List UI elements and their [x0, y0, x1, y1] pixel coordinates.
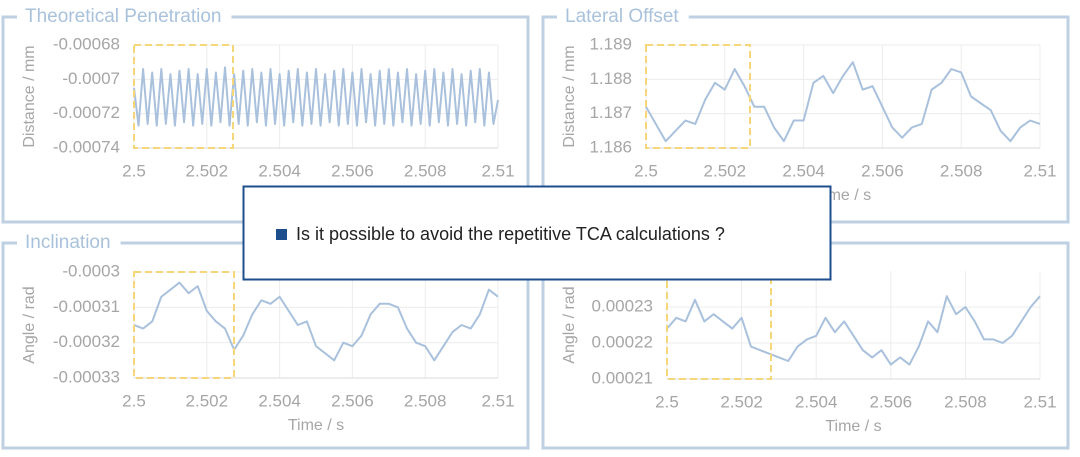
- highlight-box: [666, 270, 772, 380]
- chart-panel: Theoretical Penetration 2.5 2.502 2.504 2.50…: [1, 6, 530, 224]
- chart-panel: 2.5 2.502 2.504 2.506 2.508 2.51 0.00023 0.0002…: [541, 241, 1070, 450]
- callout-box: [242, 185, 832, 281]
- x-tick-label: 2.502: [704, 161, 747, 180]
- y-tick-label: -0.00031: [53, 297, 120, 316]
- y-axis-label: Distance / mm: [561, 45, 578, 147]
- y-tick-label: 1.188: [589, 69, 632, 88]
- highlight-box: [133, 271, 235, 379]
- y-axis-label: Angle / rad: [561, 286, 578, 363]
- data-line: [133, 66, 499, 127]
- x-tick-label: 2.5: [122, 391, 146, 410]
- x-tick-label: 2.502: [186, 391, 229, 410]
- y-tick-label: -0.00032: [53, 332, 120, 351]
- y-tick-label: -0.00074: [53, 137, 120, 156]
- x-tick-label: 2.506: [870, 392, 913, 411]
- x-tick-label: 2.504: [795, 392, 838, 411]
- panel-title: Inclination: [25, 232, 111, 253]
- x-tick-label: 2.502: [720, 392, 763, 411]
- data-line: [133, 281, 499, 362]
- x-tick-label: 2.502: [186, 161, 229, 180]
- x-tick-label: 2.508: [940, 161, 983, 180]
- x-tick-label: 2.51: [1023, 392, 1056, 411]
- y-tick-label: 1.187: [589, 103, 632, 122]
- panel-title: Theoretical Penetration: [25, 6, 221, 27]
- y-tick-label: -0.00033: [53, 367, 120, 386]
- y-tick-label: 1.186: [589, 137, 632, 156]
- x-tick-label: 2.504: [258, 391, 301, 410]
- title-bg: [17, 7, 232, 27]
- y-tick-label: 0.00022: [592, 332, 653, 351]
- x-tick-label: 2.506: [861, 161, 904, 180]
- title-bg: [557, 7, 689, 27]
- y-tick-label: -0.0003: [62, 261, 120, 280]
- y-tick-label: -0.00072: [53, 103, 120, 122]
- x-tick-label: 2.508: [404, 391, 447, 410]
- y-tick-label: -0.00068: [53, 34, 120, 53]
- x-tick-label: 2.51: [1023, 161, 1056, 180]
- x-tick-label: 2.506: [331, 161, 374, 180]
- x-axis-label: Time / s: [288, 417, 344, 434]
- y-tick-label: 0.00023: [592, 296, 653, 315]
- y-tick-label: -0.0007: [62, 69, 120, 88]
- x-tick-label: 2.508: [944, 392, 987, 411]
- x-tick-label: 2.506: [331, 391, 374, 410]
- y-axis-label: Angle / rad: [21, 286, 38, 363]
- highlight-box: [133, 44, 234, 149]
- y-tick-label: 1.189: [589, 34, 632, 53]
- panel-title: Lateral Offset: [565, 6, 679, 27]
- y-tick-label: 0.00021: [592, 368, 653, 387]
- chart-panel: Inclination 2.5 2.502 2.504 2.506 2.508 2.51 -0…: [1, 232, 530, 450]
- title-bg: [17, 233, 121, 253]
- data-line: [666, 295, 1041, 366]
- x-tick-label: 2.504: [258, 161, 301, 180]
- x-tick-label: 2.504: [782, 161, 825, 180]
- callout: Is it possible to avoid the repetitive T…: [242, 185, 832, 281]
- x-tick-label: 2.5: [634, 161, 658, 180]
- data-line: [645, 61, 1041, 143]
- callout-bullet: [276, 229, 287, 240]
- highlight-box: [645, 44, 751, 149]
- x-axis-label: Time / s: [825, 418, 881, 435]
- x-tick-label: 2.51: [481, 161, 514, 180]
- y-axis-label: Distance / mm: [21, 45, 38, 147]
- callout-text: Is it possible to avoid the repetitive T…: [296, 224, 725, 244]
- x-tick-label: 2.5: [122, 161, 146, 180]
- x-tick-label: 2.51: [481, 391, 514, 410]
- x-tick-label: 2.5: [655, 392, 679, 411]
- x-tick-label: 2.508: [404, 161, 447, 180]
